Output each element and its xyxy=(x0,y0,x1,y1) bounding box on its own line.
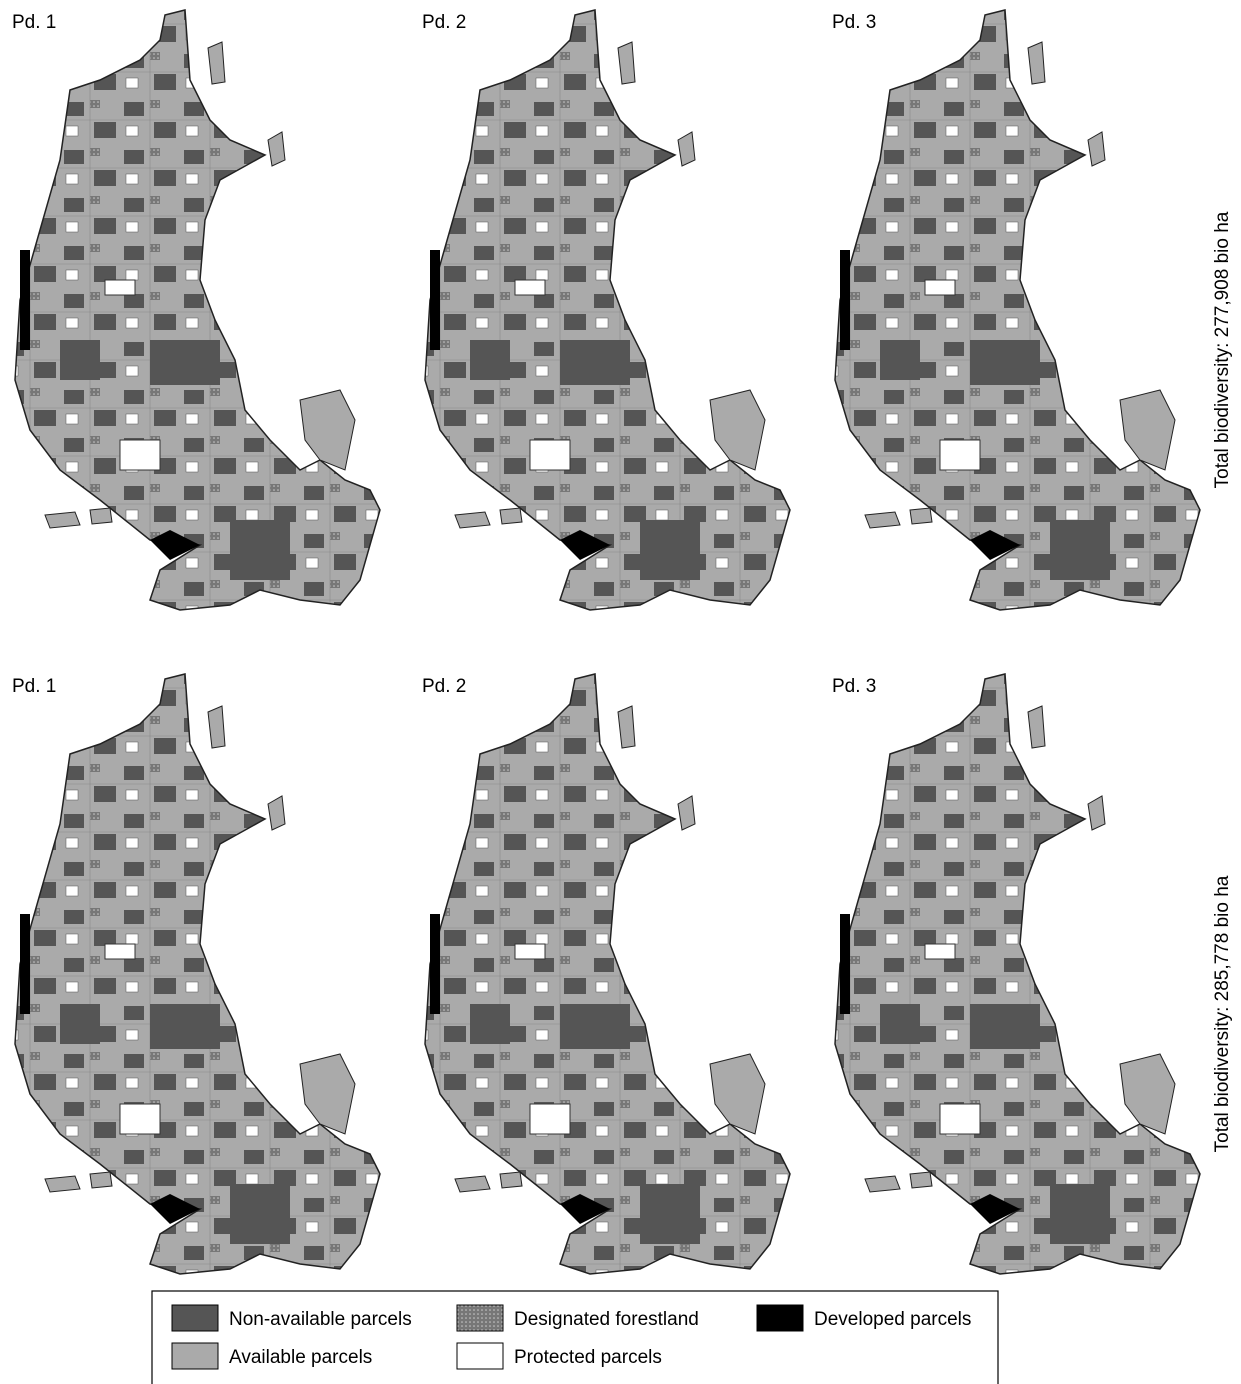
map xyxy=(15,674,380,1274)
panel-label: Pd. 1 xyxy=(12,12,56,33)
map xyxy=(15,10,380,610)
panel-label: Pd. 2 xyxy=(422,12,466,33)
total-biodiversity-label: Total biodiversity: 277,908 bio ha xyxy=(1212,211,1233,488)
panel-label: Pd. 3 xyxy=(832,676,876,697)
map xyxy=(425,10,790,610)
legend-swatch xyxy=(757,1305,803,1331)
map xyxy=(835,10,1200,610)
map-panel: Pd. 2 xyxy=(422,674,790,1274)
legend-swatch xyxy=(172,1343,218,1369)
legend-label: Non-available parcels xyxy=(229,1309,412,1330)
total-biodiversity-label: Total biodiversity: 285,778 bio ha xyxy=(1212,875,1233,1152)
figure-canvas: Pd. 1 Pd. 2 Pd. 3 Total biodiversity: 277,9… xyxy=(0,0,1241,1384)
legend-label: Available parcels xyxy=(229,1347,372,1368)
map xyxy=(835,674,1200,1274)
figure: Pd. 1 Pd. 2 Pd. 3 Total biodiversity: 277,9… xyxy=(0,0,1241,1384)
map xyxy=(425,674,790,1274)
legend-label: Developed parcels xyxy=(814,1309,971,1330)
legend-label: Protected parcels xyxy=(514,1347,662,1368)
legend: Non-available parcels Designated forestla… xyxy=(152,1291,998,1384)
legend-box xyxy=(152,1291,998,1384)
map-panel: Pd. 3 xyxy=(832,674,1200,1274)
map-panel: Pd. 1 xyxy=(12,674,380,1274)
panel-label: Pd. 2 xyxy=(422,676,466,697)
legend-swatch xyxy=(457,1305,503,1331)
map-panel: Pd. 1 xyxy=(12,10,380,610)
legend-label: Designated forestland xyxy=(514,1309,699,1330)
panel-label: Pd. 3 xyxy=(832,12,876,33)
map-panel: Pd. 3 xyxy=(832,10,1200,610)
map-panel: Pd. 2 xyxy=(422,10,790,610)
legend-swatch xyxy=(172,1305,218,1331)
legend-swatch xyxy=(457,1343,503,1369)
panel-label: Pd. 1 xyxy=(12,676,56,697)
